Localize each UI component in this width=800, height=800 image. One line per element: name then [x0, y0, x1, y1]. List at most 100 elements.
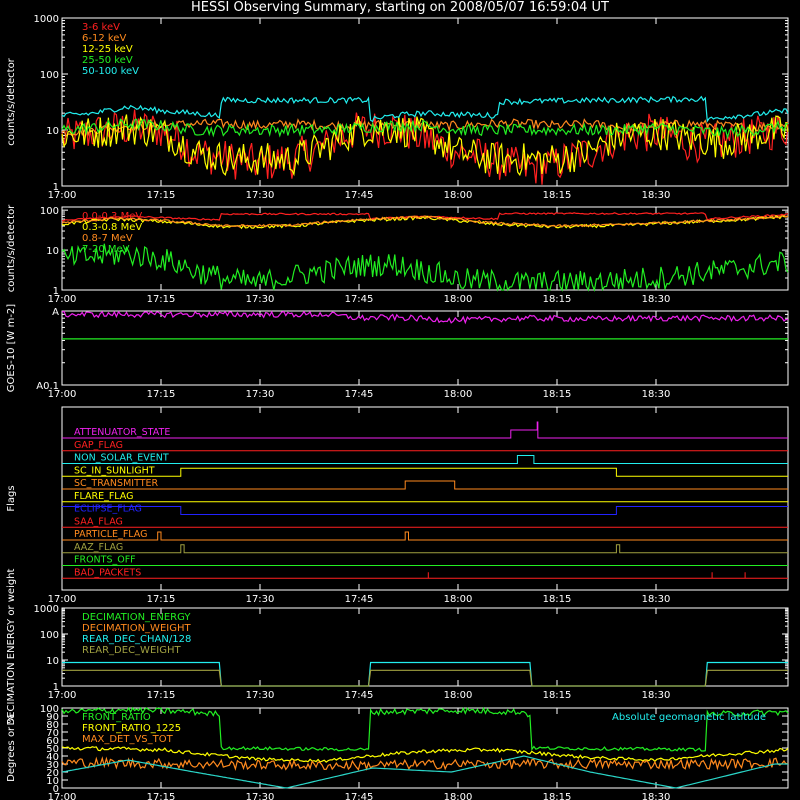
- y-axis-label: Degrees or %: [6, 714, 17, 782]
- flag-label: SAA_FLAG: [74, 516, 123, 527]
- series-line-0-0-0-3-mev: [61, 212, 789, 222]
- series-line-3-6-kev: [61, 109, 789, 185]
- x-tick-label: 17:45: [345, 690, 374, 701]
- legend-entry: 0.8-7 MeV: [82, 233, 133, 244]
- x-tick-label: 18:00: [444, 294, 473, 305]
- legend-entry: 3-6 keV: [82, 22, 120, 33]
- x-tick-label: 18:00: [444, 690, 473, 701]
- flag-label: AAZ_FLAG: [74, 542, 123, 553]
- x-tick-label: 18:15: [543, 294, 572, 305]
- flag-line: [62, 506, 788, 515]
- y-tick-label: A0.1: [36, 381, 59, 392]
- y-tick-label: A: [52, 307, 59, 318]
- x-tick-label: 17:45: [345, 190, 374, 201]
- legend-entry: 0.3-0.8 MeV: [82, 222, 142, 233]
- panel-frame: [61, 310, 789, 386]
- x-tick-label: 17:00: [48, 389, 77, 400]
- series-line-12-25-kev: [61, 114, 789, 177]
- y-axis-label: counts/s/detector: [6, 57, 17, 145]
- x-tick-label: 17:00: [48, 690, 77, 701]
- y-tick-label: 10: [46, 246, 59, 257]
- legend-entry: 12-25 keV: [82, 44, 133, 55]
- series-line-25-50-kev: [61, 118, 789, 140]
- x-tick-label: 18:15: [543, 190, 572, 201]
- panel-frame: [61, 406, 789, 591]
- y-axis-label: DECIMATION ENERGY or weight: [6, 568, 17, 725]
- series-line-front-ratio-1225: [61, 746, 789, 763]
- y-axis-label: counts/s/detector: [6, 204, 17, 292]
- flag-label: FRONTS_OFF: [74, 555, 136, 566]
- y-tick-label: 1000: [34, 604, 59, 615]
- x-tick-label: 18:00: [444, 190, 473, 201]
- legend-entry: 25-50 keV: [82, 55, 133, 66]
- y-tick-label: 1: [53, 182, 59, 193]
- flag-label: NON_SOLAR_EVENT: [74, 453, 169, 464]
- x-tick-label: 17:30: [246, 294, 275, 305]
- y-tick-label: 10: [46, 656, 59, 667]
- legend-entry: REAR_DEC_WEIGHT: [82, 645, 181, 656]
- x-tick-label: 18:15: [543, 389, 572, 400]
- chart-title: HESSI Observing Summary, starting on 200…: [191, 0, 609, 15]
- x-tick-label: 17:15: [147, 389, 176, 400]
- y-tick-label: 20: [46, 768, 59, 779]
- x-tick-label: 18:00: [444, 792, 473, 800]
- x-tick-label: 18:15: [543, 690, 572, 701]
- flag-label: ECLIPSE_FLAG: [74, 504, 142, 515]
- y-tick-label: 100: [40, 206, 59, 217]
- x-tick-label: 17:30: [246, 690, 275, 701]
- x-tick-label: 18:30: [642, 294, 671, 305]
- legend-entry: 7-20 MeV: [82, 244, 130, 255]
- x-tick-label: 17:00: [48, 190, 77, 201]
- flag-label: SC_TRANSMITTER: [74, 478, 159, 489]
- panel-p5: 17:00 17:15 17:30 17:45 18:00 18:15 18:30 DECIM…: [6, 568, 789, 725]
- x-tick-label: 17:15: [147, 294, 176, 305]
- series-line-long: [61, 310, 789, 325]
- legend-entry: FRONT_RATIO: [82, 712, 151, 723]
- flag-label: PARTICLE_FLAG: [74, 529, 147, 540]
- y-tick-label: 50: [46, 744, 59, 755]
- x-tick-label: 18:30: [642, 389, 671, 400]
- flag-label: ATTENUATOR_STATE: [74, 427, 170, 438]
- x-tick-label: 18:30: [642, 792, 671, 800]
- panel-frame: [61, 206, 789, 291]
- panel-frame: [61, 607, 789, 687]
- x-tick-label: 18:15: [543, 792, 572, 800]
- panel-p2: 17:00 17:15 17:30 17:45 18:00 18:15 18:30 count…: [6, 204, 789, 305]
- x-tick-label: 17:15: [147, 594, 176, 605]
- x-tick-label: 17:30: [246, 594, 275, 605]
- annotation-label: Absolute geomagnetic latitude: [612, 712, 766, 723]
- series-line-7-20-mev: [61, 243, 789, 293]
- series-line-rear-dec-weight: [62, 669, 788, 687]
- series-line-max-det-vs-tot: [61, 756, 789, 772]
- legend-entry: REAR_DEC_CHAN/128: [82, 634, 191, 645]
- legend-entry: DECIMATION_ENERGY: [82, 612, 191, 623]
- x-tick-label: 17:45: [345, 389, 374, 400]
- y-tick-label: 0: [53, 784, 59, 795]
- y-tick-label: 100: [40, 704, 59, 715]
- y-tick-label: 1: [53, 286, 59, 297]
- flag-line: [62, 531, 788, 541]
- y-tick-label: 1: [53, 682, 59, 693]
- flag-label: GAP_FLAG: [74, 440, 123, 451]
- y-axis-label: Flags: [6, 485, 17, 511]
- x-tick-label: 17:45: [345, 294, 374, 305]
- flag-line: [62, 480, 788, 490]
- flag-line: [62, 421, 788, 439]
- x-tick-label: 17:30: [246, 792, 275, 800]
- y-tick-label: 10: [46, 776, 59, 787]
- y-tick-label: 30: [46, 760, 59, 771]
- x-tick-label: 18:30: [642, 594, 671, 605]
- legend-entry: 0.0-0.3 MeV: [82, 211, 142, 222]
- y-tick-label: 80: [46, 720, 59, 731]
- legend-entry: FRONT_RATIO_1225: [82, 723, 181, 734]
- y-tick-label: 40: [46, 752, 59, 763]
- x-tick-label: 18:30: [642, 690, 671, 701]
- flag-label: FLARE_FLAG: [74, 491, 134, 502]
- series-line-latitude: [61, 755, 788, 789]
- x-tick-label: 18:30: [642, 190, 671, 201]
- flag-line: [62, 467, 788, 477]
- panel-p4: 17:00 17:15 17:30 17:45 18:00 18:15 18:30 Flags…: [6, 406, 789, 605]
- x-tick-label: 17:30: [246, 190, 275, 201]
- x-tick-label: 18:00: [444, 389, 473, 400]
